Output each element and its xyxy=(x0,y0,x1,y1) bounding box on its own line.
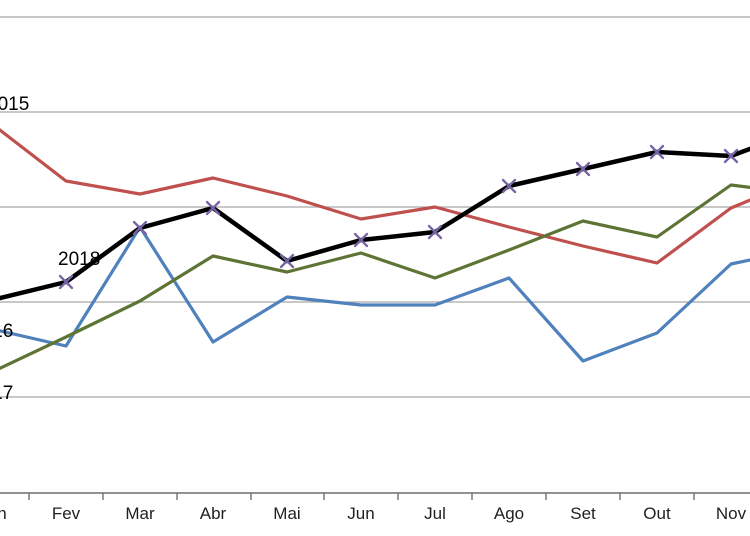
month-label-Ago: Ago xyxy=(494,504,524,523)
series-2016-line xyxy=(0,225,750,363)
month-label-Jul: Jul xyxy=(424,504,446,523)
series-label-2016: 2016 xyxy=(0,321,13,342)
series-label-2015: 2015 xyxy=(0,94,29,115)
month-label-Mai: Mai xyxy=(273,504,300,523)
month-label-Mar: Mar xyxy=(125,504,155,523)
series-2018-marker xyxy=(649,144,665,160)
series-2018-line xyxy=(0,146,750,301)
month-label-Jun: Jun xyxy=(347,504,374,523)
series-2018-marker xyxy=(723,148,739,164)
series-label-2017: 2017 xyxy=(0,383,13,404)
month-label-Out: Out xyxy=(643,504,671,523)
series-2018-marker xyxy=(353,232,369,248)
month-label-Jan: Jan xyxy=(0,504,7,523)
series-2018-marker xyxy=(501,178,517,194)
month-label-Abr: Abr xyxy=(200,504,227,523)
series-2018-marker xyxy=(575,161,591,177)
series-2018-marker xyxy=(205,200,221,216)
series-2018-marker xyxy=(427,224,443,240)
series-2015-line xyxy=(0,128,750,265)
month-label-Fev: Fev xyxy=(52,504,81,523)
series-2018-marker xyxy=(132,220,148,236)
series-2017-line xyxy=(0,183,750,370)
series-2018-marker xyxy=(279,253,295,269)
series-label-2018: 2018 xyxy=(58,249,100,270)
month-label-Nov: Nov xyxy=(716,504,747,523)
series-2018-marker xyxy=(58,274,74,290)
month-label-Set: Set xyxy=(570,504,596,523)
